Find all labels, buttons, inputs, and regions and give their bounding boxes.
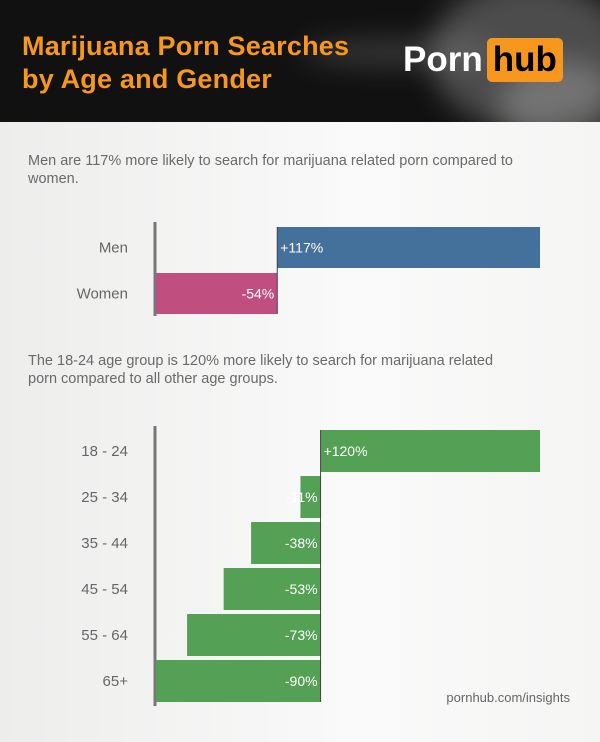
- bar-45-54: [223, 568, 321, 610]
- category-label: 65+: [103, 673, 129, 690]
- category-label: 18 - 24: [81, 443, 128, 460]
- footer-source: pornhub.com/insights: [446, 690, 570, 705]
- pornhub-logo: Porn hub: [403, 38, 563, 82]
- logo-porn: Porn: [403, 40, 483, 79]
- bar-Men: [277, 227, 540, 268]
- data-label: -54%: [242, 286, 275, 302]
- data-label: -11%: [286, 489, 318, 505]
- data-label: -38%: [285, 535, 318, 551]
- data-label: -73%: [285, 627, 318, 643]
- category-label: Men: [99, 240, 128, 257]
- data-label: -53%: [285, 581, 318, 597]
- bar-65+: [156, 660, 321, 702]
- data-label: +120%: [324, 443, 368, 459]
- logo-hub: hub: [486, 38, 563, 82]
- page-title: Marijuana Porn Searches by Age and Gende…: [22, 30, 349, 96]
- age-description: The 18-24 age group is 120% more likely …: [28, 353, 494, 387]
- bar-25-34: [300, 476, 321, 518]
- bar-18-24: [320, 430, 540, 472]
- category-label: 45 - 54: [81, 581, 128, 598]
- title-line-2: by Age and Gender: [22, 64, 272, 94]
- bar-55-64: [187, 614, 321, 656]
- category-label: 55 - 64: [81, 627, 128, 644]
- title-line-1: Marijuana Porn Searches: [22, 31, 350, 61]
- header: Marijuana Porn Searches by Age and Gende…: [0, 0, 600, 122]
- category-label: 25 - 34: [81, 489, 128, 506]
- category-label: 35 - 44: [81, 535, 128, 552]
- data-label: +117%: [280, 240, 323, 256]
- category-label: Women: [77, 286, 128, 303]
- data-label: -90%: [285, 673, 318, 689]
- gender-description: Men are 117% more likely to search for m…: [28, 153, 513, 187]
- bar-Women: [156, 273, 278, 314]
- bar-35-44: [251, 522, 321, 564]
